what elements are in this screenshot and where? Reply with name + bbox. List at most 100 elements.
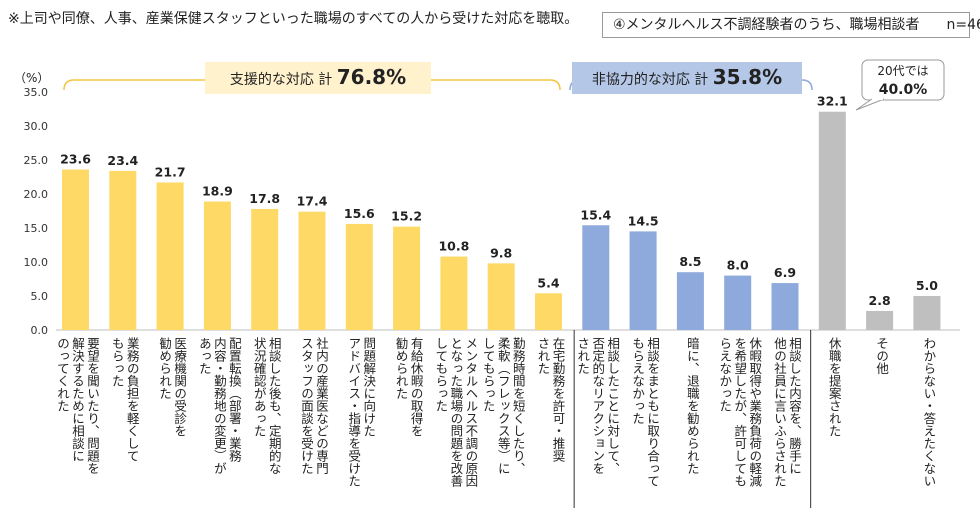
x-tick-label-line: となった職場の問題を改善 bbox=[448, 337, 464, 487]
group-total-label: 非協力的な対応 計 bbox=[592, 72, 713, 88]
x-tick-label-line: 社内の産業医などの専門 bbox=[314, 337, 329, 475]
x-tick-label-line: もらえなかった bbox=[630, 337, 646, 425]
callout-box bbox=[861, 59, 945, 101]
x-tick-label-line: 在宅勤務を許可・推奨 bbox=[550, 337, 566, 462]
x-tick-label-line: してもらった bbox=[480, 337, 496, 412]
callout-line1: 20代では bbox=[877, 64, 928, 78]
legend-n: n=461 bbox=[946, 17, 980, 33]
y-tick-label: 15.0 bbox=[24, 222, 49, 235]
x-tick-label-line: 休職を提案された bbox=[826, 337, 842, 437]
x-tick-label-line: 相談した内容を、勝手に bbox=[787, 337, 802, 475]
bar bbox=[913, 296, 941, 330]
y-axis-label: （%） bbox=[14, 71, 49, 85]
x-tick-label: 相談した後も、定期的な 状況確認があった bbox=[252, 337, 282, 475]
group-total-value: 35.8% bbox=[713, 65, 782, 89]
x-tick-label-line: 柔軟（フレックス等）に bbox=[495, 337, 511, 475]
bar bbox=[393, 226, 421, 330]
bar-value-label: 21.7 bbox=[155, 164, 186, 179]
x-tick-label-line: 勧められた bbox=[393, 337, 409, 400]
bar-value-label: 32.1 bbox=[817, 94, 848, 109]
x-tick-label-line: もらった bbox=[109, 337, 125, 387]
bar-value-label: 9.8 bbox=[490, 245, 512, 260]
x-tick-label: 有給休暇の取得を 勧められた bbox=[394, 337, 424, 437]
uncooperative-total-box-text: 非協力的な対応 計 35.8% bbox=[592, 65, 782, 89]
bar bbox=[203, 201, 231, 330]
x-tick-label: 医療機関の受診を 勧められた bbox=[157, 337, 187, 437]
x-tick-label: 相談をまともに取り合って もらえなかった bbox=[630, 337, 660, 487]
bar bbox=[487, 263, 515, 330]
y-tick-label: 25.0 bbox=[24, 154, 49, 167]
x-tick-label-line: わからない・答えたくない bbox=[921, 337, 937, 487]
bar-series bbox=[62, 111, 941, 330]
x-tick-label: 社内の産業医などの専門 スタッフの面談を受けた bbox=[299, 337, 329, 475]
y-tick-label: 5.0 bbox=[31, 290, 49, 303]
x-tick-label-line: 相談をまともに取り合って bbox=[645, 337, 661, 487]
x-tick-label: 配置転換（部署・業務 内容・勤務地の変更）が あった bbox=[197, 337, 242, 475]
bar bbox=[866, 310, 894, 330]
bar-value-label: 5.0 bbox=[916, 278, 938, 293]
bar-value-label: 15.4 bbox=[580, 207, 611, 222]
y-tick-label: 10.0 bbox=[24, 256, 49, 269]
chart-note: ※上司や同僚、人事、産業保健スタッフといった職場のすべての人から受けた対応を聴取… bbox=[8, 11, 579, 27]
x-tick-label-line: 暗に、退職を勧められた bbox=[684, 337, 700, 475]
x-tick-label: 要望を聞いたり、問題を 解決するために相談に のってくれた bbox=[55, 337, 100, 475]
y-tick-label: 35.0 bbox=[24, 86, 49, 99]
bar bbox=[251, 208, 279, 330]
x-tick-label: 休職を提案された bbox=[827, 337, 842, 437]
bar-value-label: 18.9 bbox=[202, 183, 233, 198]
bar-value-label: 15.6 bbox=[344, 206, 375, 221]
bar-value-label: 8.5 bbox=[679, 254, 701, 269]
x-tick-label-line: アドバイス・指導を受けた bbox=[346, 337, 362, 487]
supportive-total-box-text: 支援的な対応 計 76.8% bbox=[230, 65, 406, 89]
bar-value-label: 17.4 bbox=[297, 194, 328, 209]
group-brackets: 支援的な対応 計 76.8% 非協力的な対応 計 35.8% 20代では 40.0% bbox=[63, 59, 945, 111]
x-tick-label: 相談した内容を、勝手に 他の社員に言いふらされた bbox=[772, 337, 802, 487]
x-tick-label: その他 bbox=[874, 337, 889, 375]
x-tick-label-line: 解決するために相談に bbox=[70, 337, 85, 462]
group-total-label: 支援的な対応 計 bbox=[230, 72, 337, 88]
x-tick-label-line: らえなかった bbox=[717, 337, 733, 412]
x-tick-label-line: 相談した後も、定期的な bbox=[266, 337, 282, 475]
bar-value-label: 6.9 bbox=[774, 265, 796, 280]
y-tick-label: 30.0 bbox=[24, 120, 49, 133]
bar-value-label: 23.4 bbox=[107, 153, 138, 168]
y-tick-label: 20.0 bbox=[24, 188, 49, 201]
x-tick-label-line: 内容・勤務地の変更）が bbox=[211, 337, 227, 475]
bar bbox=[535, 293, 562, 330]
bar-value-label: 8.0 bbox=[727, 258, 749, 273]
bar bbox=[109, 170, 137, 330]
data-labels: 23.6 23.4 21.7 18.9 17.8 17.4 15.6 15.2 10.8 9.8 5… bbox=[60, 94, 938, 308]
x-tick-label-line: 業務の負担を軽くして bbox=[124, 337, 140, 462]
callout-pointer bbox=[855, 98, 885, 111]
x-tick-label-line: 問題解決に向けた bbox=[361, 337, 377, 437]
x-tick-label: 業務の負担を軽くして もらった bbox=[110, 337, 140, 462]
group-total-value: 76.8% bbox=[337, 65, 406, 89]
bar bbox=[345, 223, 373, 330]
y-tick-label: 0.0 bbox=[31, 324, 49, 337]
bar bbox=[298, 211, 326, 330]
bar bbox=[582, 225, 610, 330]
x-tick-label-line: 医療機関の受診を bbox=[172, 337, 188, 437]
bar bbox=[629, 231, 657, 330]
bar bbox=[440, 256, 468, 330]
supportive-total-box bbox=[205, 62, 431, 94]
x-tick-label: 休暇取得や業務負荷の軽減 を希望したが、許可しても らえなかった bbox=[717, 337, 762, 487]
bar-value-label: 15.2 bbox=[391, 209, 422, 224]
x-tick-label-line: 勧められた bbox=[157, 337, 173, 400]
x-tick-label-line: 配置転換（部署・業務 bbox=[226, 337, 242, 462]
x-tick-label: 暗に、退職を勧められた bbox=[685, 337, 700, 475]
x-tick-label: 相談したことに対して、 否定的なリアクションを された bbox=[575, 337, 620, 475]
x-tick-label-line: してもらった bbox=[433, 337, 449, 412]
legend-label: ④メンタルヘルス不調経験者のうち、職場相談者 bbox=[613, 17, 920, 33]
x-tick-label: 問題解決に向けた アドバイス・指導を受けた bbox=[346, 337, 376, 487]
bar bbox=[676, 272, 704, 330]
bar bbox=[818, 111, 846, 330]
bar-value-label: 23.6 bbox=[60, 152, 91, 167]
x-tick-label-line: 休暇取得や業務負荷の軽減 bbox=[747, 337, 763, 487]
bar-value-label: 2.8 bbox=[869, 293, 891, 308]
bar-value-label: 5.4 bbox=[537, 275, 559, 290]
x-tick-label: わからない・答えたくない bbox=[921, 337, 936, 487]
x-tick-label-line: 勤務時間を短くしたり、 bbox=[510, 337, 526, 475]
x-tick-label-line: された bbox=[535, 337, 551, 375]
